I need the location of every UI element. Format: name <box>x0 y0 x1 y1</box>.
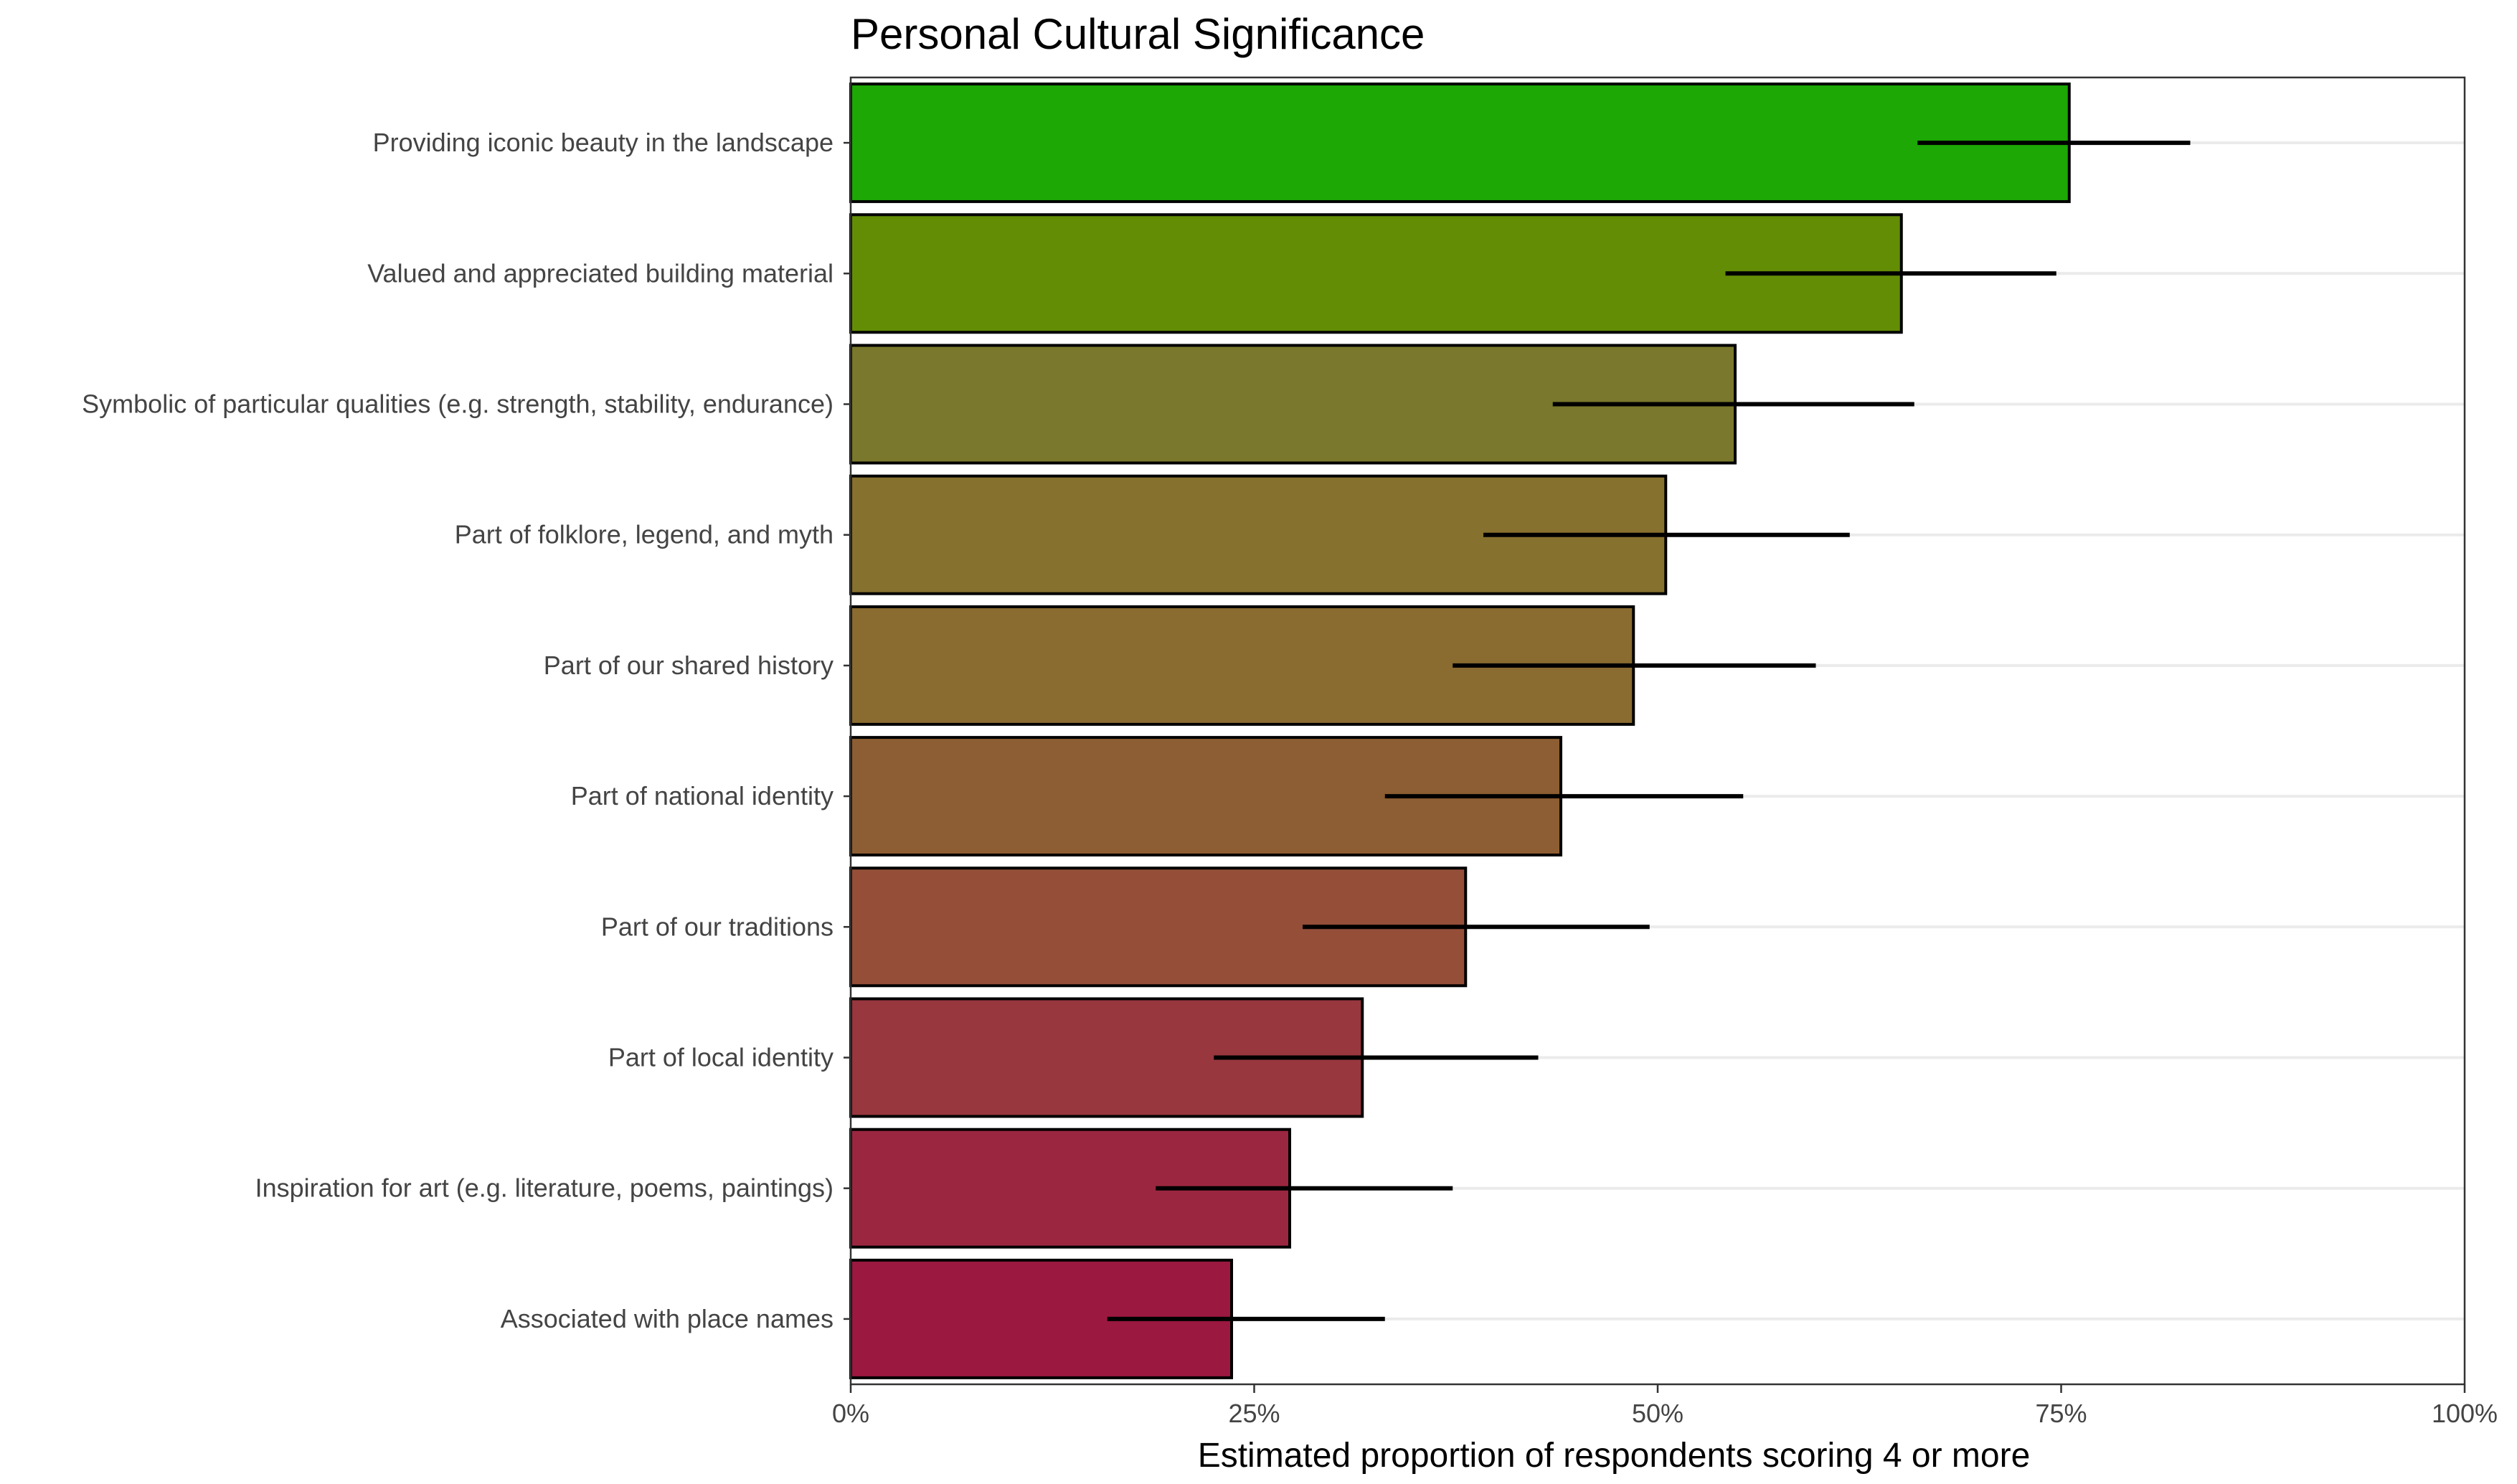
x-tick-label-2: 25% <box>1228 1399 1280 1428</box>
x-tick-label-1: 0% <box>832 1399 869 1428</box>
error-bars <box>1107 141 2191 1321</box>
bars <box>849 82 2071 1379</box>
y-label-5: Part of our shared history <box>544 651 834 680</box>
y-label-4: Part of folklore, legend, and myth <box>455 520 834 549</box>
y-label-3: Symbolic of particular qualities (e.g. s… <box>82 389 834 419</box>
y-label-6: Part of national identity <box>571 781 834 810</box>
x-axis-label: Estimated proportion of respondents scor… <box>1198 1437 2031 1475</box>
y-label-2: Valued and appreciated building material <box>367 258 834 288</box>
y-label-9: Inspiration for art (e.g. literature, po… <box>255 1173 834 1203</box>
x-axis-ticks: 0% 25% 50% 75% 100% <box>832 1384 2498 1428</box>
y-label-7: Part of our traditions <box>601 912 834 941</box>
y-label-10: Associated with place names <box>501 1304 834 1333</box>
y-label-1: Providing iconic beauty in the landscape <box>373 128 834 157</box>
y-axis-labels: Providing iconic beauty in the landscape… <box>82 128 851 1333</box>
bar-1 <box>849 82 2071 204</box>
x-tick-label-5: 100% <box>2432 1399 2498 1428</box>
chart-title: Personal Cultural Significance <box>851 10 1425 58</box>
x-tick-label-3: 50% <box>1632 1399 1683 1428</box>
y-label-8: Part of local identity <box>608 1043 834 1072</box>
x-tick-label-4: 75% <box>2035 1399 2087 1428</box>
